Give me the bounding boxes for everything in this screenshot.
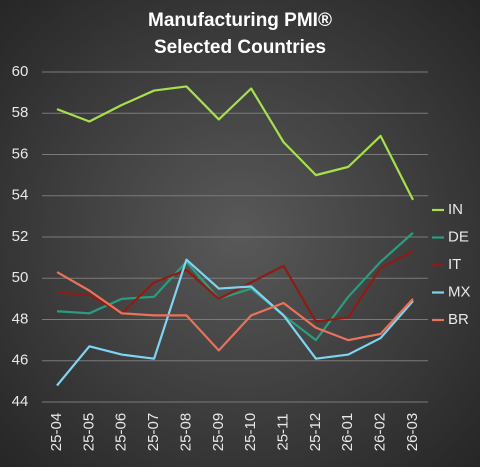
y-tick-label: 56 xyxy=(12,145,29,162)
y-tick-label: 60 xyxy=(12,63,29,80)
series-line xyxy=(56,232,414,342)
series-line xyxy=(56,85,414,201)
x-tick-label: 25-07 xyxy=(145,413,162,451)
legend-label: IN xyxy=(448,201,463,218)
series-line xyxy=(56,258,414,387)
y-tick-label: 54 xyxy=(12,187,29,204)
legend-label: BR xyxy=(448,311,469,328)
series-line xyxy=(56,271,414,352)
x-tick-label: 25-12 xyxy=(307,413,324,451)
legend-label: IT xyxy=(448,256,461,273)
x-tick-label: 25-09 xyxy=(210,413,227,451)
chart-title: Manufacturing PMI® xyxy=(148,10,332,31)
x-tick-label: 26-01 xyxy=(339,413,356,451)
y-tick-label: 48 xyxy=(12,310,29,327)
x-tick-label: 25-10 xyxy=(242,413,259,451)
x-tick-label: 26-02 xyxy=(372,413,389,451)
y-tick-label: 46 xyxy=(12,352,29,369)
y-tick-label: 58 xyxy=(12,104,29,121)
y-tick-label: 52 xyxy=(12,228,29,245)
y-tick-label: 44 xyxy=(12,393,29,410)
y-tick-label: 50 xyxy=(12,269,29,286)
x-tick-label: 25-05 xyxy=(80,413,97,451)
x-tick-label: 26-03 xyxy=(404,413,421,451)
legend-label: DE xyxy=(448,228,469,245)
x-tick-label: 25-11 xyxy=(275,413,292,450)
x-tick-label: 25-04 xyxy=(48,413,65,451)
legend-label: MX xyxy=(448,283,471,300)
chart-subtitle: Selected Countries xyxy=(154,37,326,58)
x-tick-label: 25-06 xyxy=(113,413,130,451)
x-tick-label: 25-08 xyxy=(177,413,194,451)
